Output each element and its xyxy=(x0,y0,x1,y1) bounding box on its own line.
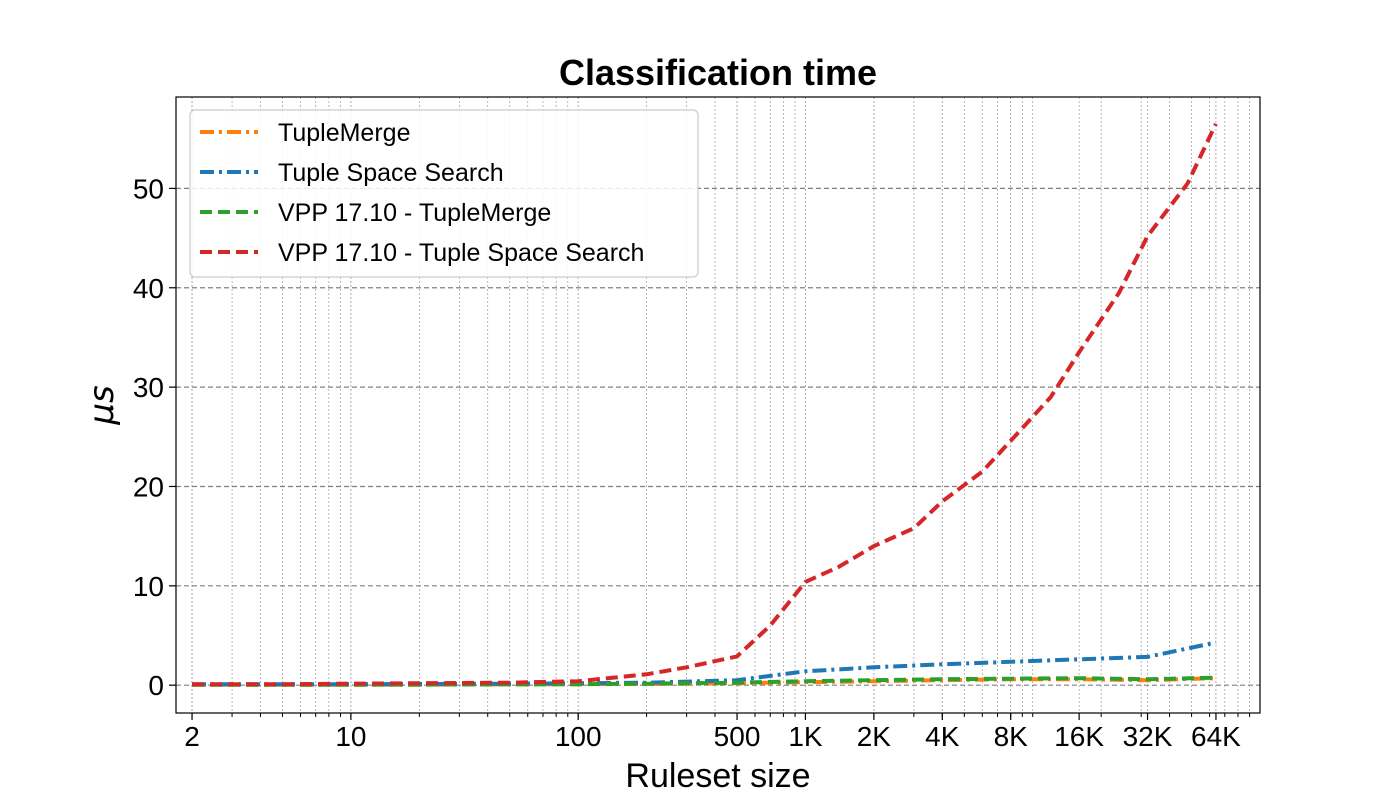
y-tick-label: 30 xyxy=(133,372,164,403)
legend: TupleMerge Tuple Space Search VPP 17.10 - … xyxy=(189,109,699,278)
y-tick-label: 10 xyxy=(133,571,164,602)
x-tick-label: 100 xyxy=(555,721,602,752)
x-tick-label: 1K xyxy=(788,721,823,752)
legend-label-vpp-17-10-tuplemerge: VPP 17.10 - TupleMerge xyxy=(278,199,551,227)
x-tick-label: 500 xyxy=(714,721,761,752)
legend-box xyxy=(189,109,699,278)
x-tick-label: 32K xyxy=(1123,721,1173,752)
x-tick-label: 2 xyxy=(184,721,200,752)
x-tick-label: 8K xyxy=(994,721,1029,752)
legend-label-vpp-17-10-tuple-space-search: VPP 17.10 - Tuple Space Search xyxy=(278,239,644,267)
x-axis-ticks: 2 10 100 500 1K 2K 4K 8K 16K 32K 64K xyxy=(184,713,1251,752)
x-axis-label: Ruleset size xyxy=(625,757,810,795)
series-line-vpp-17-10-tuple-space-search xyxy=(192,122,1218,687)
series-layer xyxy=(192,122,1218,687)
y-tick-label: 0 xyxy=(148,670,164,701)
x-tick-label: 4K xyxy=(925,721,960,752)
y-axis-ticks: 0 10 20 30 40 50 xyxy=(133,173,176,701)
chart-title: Classification time xyxy=(559,52,877,93)
x-tick-label: 2K xyxy=(857,721,892,752)
grid xyxy=(176,97,1260,713)
x-tick-label: 64K xyxy=(1191,721,1241,752)
y-tick-label: 40 xyxy=(133,273,164,304)
legend-label-tuplemerge: TupleMerge xyxy=(278,119,410,147)
y-tick-label: 20 xyxy=(133,471,164,502)
legend-label-tuple-space-search: Tuple Space Search xyxy=(278,159,504,187)
x-tick-label: 16K xyxy=(1054,721,1104,752)
x-tick-label: 10 xyxy=(335,721,366,752)
y-axis-label: μs xyxy=(82,385,122,425)
plot-frame xyxy=(175,96,1261,714)
y-tick-label: 50 xyxy=(133,173,164,204)
